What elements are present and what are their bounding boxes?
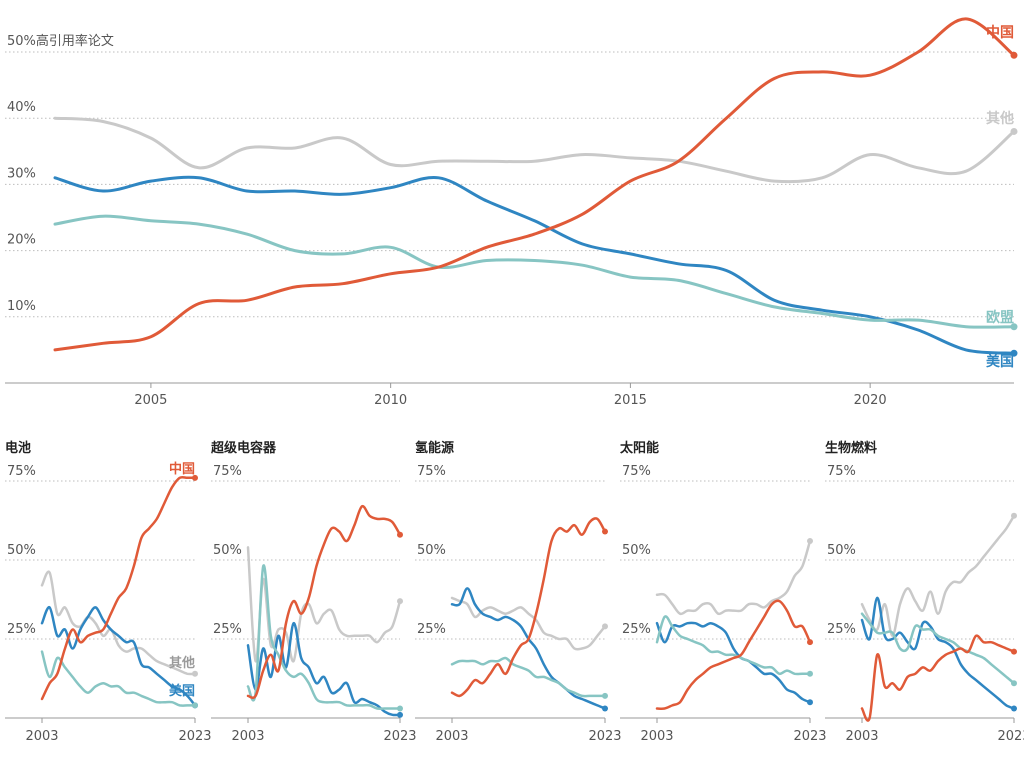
- series-line-other: [246, 546, 402, 663]
- x-tick-label: 2003: [25, 729, 58, 744]
- end-point-us: [1011, 705, 1017, 712]
- y-tick-label: 40%: [7, 100, 36, 115]
- y-tick-label: 75%: [827, 464, 856, 479]
- panel-title: 超级电容器: [211, 440, 277, 456]
- series-line-china: [655, 599, 812, 710]
- end-point-us: [602, 705, 608, 712]
- y-tick-label: 50%: [622, 543, 651, 558]
- y-tick-label: 30%: [7, 166, 36, 181]
- x-tick-label: 2023: [997, 729, 1024, 744]
- x-tick-label: 2023: [178, 729, 211, 744]
- series-label-eu: 欧盟: [986, 309, 1014, 326]
- series-line-other: [655, 539, 812, 616]
- y-tick-label: 25%: [213, 622, 242, 637]
- series-line-china: [860, 634, 1016, 722]
- series-label-other: 其他: [986, 110, 1014, 127]
- y-tick-label: 25%: [7, 622, 36, 637]
- series-line-us: [860, 596, 1016, 710]
- series-line-eu: [40, 650, 197, 707]
- panel-title: 电池: [5, 440, 31, 456]
- series-label-china: 中国: [986, 24, 1014, 41]
- y-tick-label: 75%: [622, 464, 651, 479]
- y-tick-label: 50%: [417, 543, 446, 558]
- series-label-china: 中国: [169, 461, 195, 477]
- y-tick-label: 25%: [417, 622, 446, 637]
- y-tick-label: 50%: [7, 543, 36, 558]
- end-point-other: [602, 623, 608, 630]
- end-point-other: [192, 670, 198, 677]
- end-point-us: [807, 699, 813, 706]
- end-point-china: [602, 528, 608, 535]
- x-tick-label: 2003: [435, 729, 468, 744]
- x-tick-label: 2023: [383, 729, 416, 744]
- series-line-us: [246, 621, 402, 717]
- x-tick-label: 2023: [588, 729, 621, 744]
- x-tick-label: 2003: [640, 729, 673, 744]
- x-tick-label: 2020: [854, 393, 887, 408]
- end-point-eu: [602, 692, 608, 699]
- series-line-china: [53, 17, 1016, 352]
- y-tick-label: 25%: [827, 622, 856, 637]
- series-line-eu: [860, 612, 1016, 685]
- series-line-china: [450, 517, 607, 698]
- end-point-other: [1011, 512, 1017, 519]
- x-tick-label: 2015: [614, 393, 647, 408]
- y-tick-label: 75%: [417, 464, 446, 479]
- end-point-us: [397, 711, 403, 718]
- series-line-other: [40, 570, 197, 676]
- y-tick-label: 25%: [622, 622, 651, 637]
- end-point-china: [397, 531, 403, 538]
- panel-title: 太阳能: [619, 440, 659, 456]
- series-line-china: [246, 504, 402, 699]
- end-point-china: [1011, 648, 1017, 655]
- y-tick-label: 75%: [213, 464, 242, 479]
- y-tick-label: 50%: [827, 543, 856, 558]
- end-point-eu: [1011, 680, 1017, 687]
- panel-title: 生物燃料: [825, 440, 877, 456]
- series-line-us: [53, 175, 1016, 355]
- end-point-eu: [192, 702, 198, 709]
- end-point-other: [807, 538, 813, 545]
- end-point-china: [807, 639, 813, 646]
- series-line-us: [40, 606, 197, 707]
- series-line-china: [40, 475, 197, 701]
- y-tick-label: 50%高引用率论文: [7, 33, 114, 49]
- series-line-other: [53, 116, 1016, 184]
- end-point-eu: [397, 705, 403, 712]
- end-point-eu: [1010, 323, 1018, 331]
- series-line-eu: [655, 615, 812, 676]
- x-tick-label: 2003: [231, 729, 264, 744]
- series-line-eu: [53, 214, 1016, 329]
- y-tick-label: 10%: [7, 299, 36, 314]
- series-line-us: [655, 621, 812, 704]
- y-tick-label: 75%: [7, 464, 36, 479]
- series-line-other: [450, 596, 607, 651]
- panel-title: 氢能源: [415, 440, 454, 456]
- end-point-china: [192, 474, 198, 481]
- x-tick-label: 2003: [845, 729, 878, 744]
- end-point-china: [1010, 51, 1018, 59]
- end-point-other: [397, 598, 403, 605]
- series-line-eu: [246, 564, 402, 710]
- end-point-eu: [807, 670, 813, 677]
- series-label-us: 美国: [986, 353, 1014, 370]
- end-point-other: [1010, 127, 1018, 135]
- y-tick-label: 20%: [7, 233, 36, 248]
- x-tick-label: 2010: [374, 393, 407, 408]
- series-line-eu: [450, 656, 607, 698]
- end-point-us: [1010, 349, 1018, 357]
- x-tick-label: 2005: [134, 393, 167, 408]
- series-label-us: 美国: [169, 683, 195, 699]
- y-tick-label: 50%: [213, 543, 242, 558]
- series-label-other: 其他: [169, 655, 195, 671]
- x-tick-label: 2023: [793, 729, 826, 744]
- series-line-other: [860, 514, 1016, 638]
